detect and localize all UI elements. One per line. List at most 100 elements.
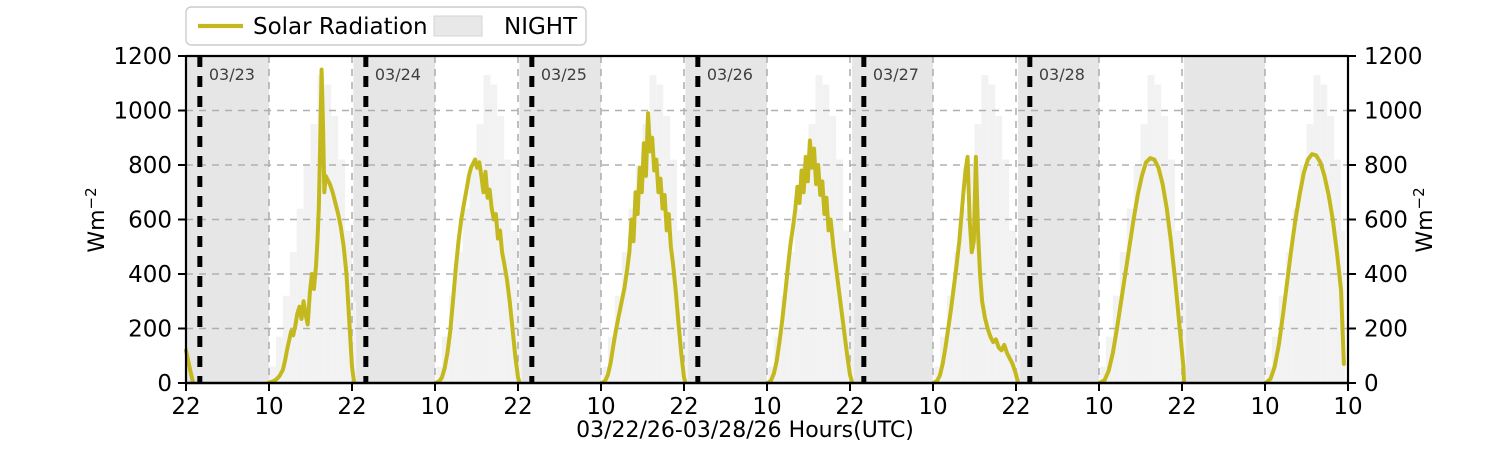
x-axis-ticks: 22 10 22 10 22 10 22 10 22 10 22 10 22 10 10 <box>171 383 1363 420</box>
clearsky-step <box>946 295 954 383</box>
x-tick-label: 10 <box>254 394 283 420</box>
clearsky-step <box>953 252 961 383</box>
clearsky-step <box>1266 366 1272 383</box>
clearsky-step <box>1182 301 1187 383</box>
day-label: 03/28 <box>1039 65 1085 84</box>
clearsky-step <box>352 301 357 383</box>
x-tick-label: 10 <box>1084 394 1113 420</box>
clearsky-step <box>628 208 636 383</box>
clearsky-step <box>684 301 689 383</box>
clearsky-step <box>649 75 657 383</box>
clearsky-step <box>988 84 996 384</box>
clearsky-step <box>455 252 463 383</box>
clearsky-step <box>275 336 283 383</box>
clearsky-step <box>934 366 940 383</box>
y-axis-right-title: Wm−2 <box>1410 187 1438 252</box>
x-tick-label: 10 <box>420 394 449 420</box>
legend-label-night: NIGHT <box>504 14 578 40</box>
y-tick-label-left: 1200 <box>113 44 172 70</box>
clearsky-step <box>331 115 339 383</box>
clearsky-step <box>822 84 830 384</box>
day-label: 03/24 <box>375 65 421 84</box>
y-axis-left-ticks: 0 200 400 600 800 1000 1200 <box>113 44 186 397</box>
clearsky-step <box>614 295 622 383</box>
clearsky-step <box>995 115 1003 383</box>
legend-box <box>185 6 587 46</box>
y-tick-label-left: 1000 <box>113 99 172 125</box>
clearsky-step <box>677 230 684 383</box>
clearsky-step <box>1313 75 1321 383</box>
clearsky-step <box>324 84 332 384</box>
clearsky-step <box>518 301 523 383</box>
y-tick-label-right: 400 <box>1364 262 1408 288</box>
y-tick-label-right: 600 <box>1364 208 1408 234</box>
legend-label-solar-radiation: Solar Radiation <box>253 14 428 40</box>
day-label: 03/27 <box>873 65 919 84</box>
x-tick-label: 22 <box>1167 394 1196 420</box>
y-tick-label-left: 0 <box>157 371 172 397</box>
gridlines-group <box>186 56 1348 383</box>
clearsky-step <box>1320 84 1328 384</box>
x-tick-label: 10 <box>586 394 615 420</box>
y-tick-label-left: 200 <box>128 317 172 343</box>
clearsky-step <box>476 124 484 383</box>
clearsky-step <box>836 159 844 383</box>
x-tick-label: 10 <box>918 394 947 420</box>
series-line-solar-radiation <box>766 138 855 385</box>
clearsky-step <box>642 124 650 383</box>
clearsky-step <box>794 208 802 383</box>
y-tick-label-left: 400 <box>128 262 172 288</box>
clearsky-step <box>780 295 788 383</box>
clearsky-step <box>663 115 671 383</box>
clearsky-step <box>808 124 816 383</box>
clearsky-step <box>1327 115 1335 383</box>
clearsky-step <box>436 366 442 383</box>
y-axis-left-title: Wm−2 <box>82 187 110 252</box>
clearsky-step <box>621 252 629 383</box>
clearsky-step <box>787 252 795 383</box>
x-axis-title: 03/22/26-03/28/26 Hours(UTC) <box>576 418 914 443</box>
clearsky-step <box>1016 301 1021 383</box>
night-band <box>1184 56 1265 383</box>
y-axis-right-ticks: 0 200 400 600 800 1000 1200 <box>1348 44 1423 397</box>
x-tick-label: 22 <box>171 394 200 420</box>
series-line-solar-radiation <box>600 111 688 385</box>
clearsky-step <box>282 295 290 383</box>
clearsky-step <box>504 159 512 383</box>
clearsky-step <box>602 366 608 383</box>
clearsky-step <box>317 75 325 383</box>
y-tick-label-right: 200 <box>1364 317 1408 343</box>
x-tick-label: 22 <box>337 394 366 420</box>
series-line-solar-radiation <box>932 154 1021 385</box>
clearsky-step <box>1306 124 1314 383</box>
clearsky-step <box>1154 84 1162 384</box>
clearsky-step <box>768 366 774 383</box>
clearsky-step <box>815 75 823 383</box>
y-tick-label-right: 0 <box>1364 371 1379 397</box>
x-tick-label: 10 <box>1250 394 1279 420</box>
series-line-solar-radiation <box>1264 152 1346 385</box>
clearsky-step <box>801 165 809 383</box>
clearsky-step <box>1161 115 1169 383</box>
clearsky-step <box>635 165 643 383</box>
clearsky-step <box>1278 295 1286 383</box>
clearsky-step <box>1140 124 1148 383</box>
clearsky-step <box>1126 208 1134 383</box>
x-tick-label: 10 <box>752 394 781 420</box>
y-tick-label-right: 1200 <box>1364 44 1423 70</box>
day-label-group: 03/23 03/24 03/25 03/26 03/27 03/28 <box>209 65 1085 84</box>
series-line-solar-radiation <box>1098 156 1187 385</box>
clearsky-step <box>490 84 498 384</box>
clearsky-step <box>511 230 518 383</box>
clearsky-step <box>1292 208 1300 383</box>
series-line-solar-radiation <box>267 67 357 385</box>
y-tick-label-right: 800 <box>1364 153 1408 179</box>
y-tick-label-right: 1000 <box>1364 99 1423 125</box>
clearsky-step <box>269 366 276 383</box>
x-tick-label: 22 <box>835 394 864 420</box>
clearsky-step <box>448 295 456 383</box>
legend[interactable]: Solar Radiation NIGHT <box>185 6 587 46</box>
y-tick-label-left: 600 <box>128 208 172 234</box>
